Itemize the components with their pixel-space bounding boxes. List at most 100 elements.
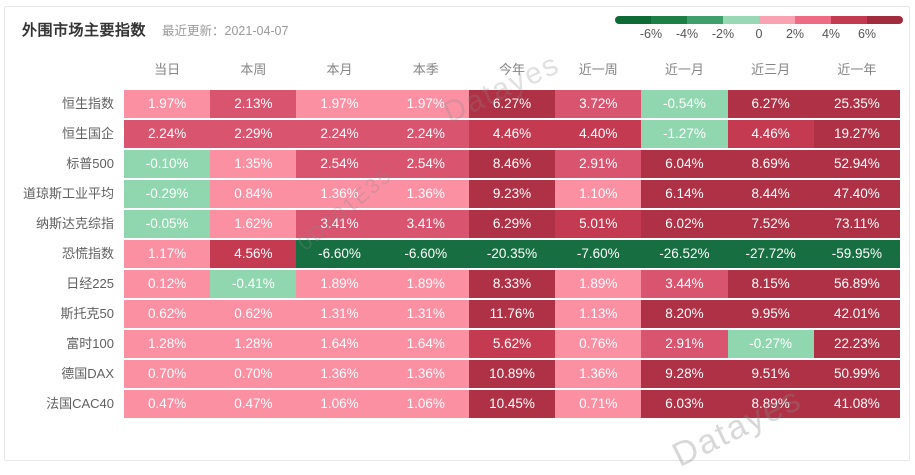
heatmap-cell: 1.64% (382, 330, 469, 358)
heatmap-cell: 8.20% (641, 300, 728, 328)
heatmap-cell: 0.84% (210, 180, 297, 208)
heatmap-cell: 6.03% (641, 390, 728, 418)
heatmap-cell: 0.70% (210, 360, 297, 388)
heatmap-cell: 25.35% (813, 90, 900, 118)
heatmap-cell: 19.27% (813, 120, 900, 148)
heatmap-cell: 0.12% (124, 270, 211, 298)
table-row: 恐慌指数 1.17% 4.56% -6.60% -6.60% -20.35% -7.60% -… (14, 240, 900, 268)
heatmap-cell: 42.01% (813, 300, 900, 328)
heatmap-cell: 1.62% (210, 210, 297, 238)
column-header: 本周 (240, 62, 267, 77)
heatmap-cell: 6.27% (468, 90, 556, 118)
heatmap-cell: 1.36% (296, 360, 383, 388)
last-updated-label: 最近更新：2021-04-07 (162, 24, 289, 38)
heatmap-cell: 11.76% (468, 300, 556, 328)
heatmap-cell: 1.36% (296, 180, 383, 208)
legend-segment (831, 16, 867, 24)
heatmap-cell: 1.31% (382, 300, 469, 328)
legend-segment (867, 16, 903, 24)
row-label: 恒生指数 (61, 96, 114, 111)
heatmap-cell: 2.91% (641, 330, 728, 358)
table-row: 富时100 1.28% 1.28% 1.64% 1.64% 5.62% 0.76% 2.91%… (14, 330, 900, 358)
column-header: 今年 (498, 62, 525, 77)
heatmap-cell: 0.47% (124, 390, 211, 418)
heatmap-cell: 1.28% (124, 330, 211, 358)
heatmap-cell: 8.89% (727, 390, 814, 418)
heatmap-cell: 73.11% (813, 210, 900, 238)
row-label: 日经225 (66, 276, 114, 291)
heatmap-cell: 2.13% (210, 90, 297, 118)
heatmap-cell: 47.40% (813, 180, 900, 208)
heatmap-cell: 4.56% (210, 240, 297, 268)
legend-segment (759, 16, 795, 24)
column-header: 近一周 (578, 62, 618, 77)
heatmap-cell: 9.23% (468, 180, 556, 208)
heatmap-cell: 0.62% (210, 300, 297, 328)
heatmap-cell: 1.97% (382, 90, 469, 118)
heatmap-cell: -7.60% (555, 240, 642, 268)
heatmap-cell: 9.28% (641, 360, 728, 388)
row-label: 法国CAC40 (46, 396, 114, 411)
heatmap-cell: -20.35% (468, 240, 556, 268)
heatmap-cell: 1.17% (124, 240, 211, 268)
legend-tick: -4% (675, 27, 699, 41)
table-row: 恒生指数 1.97% 2.13% 1.97% 1.97% 6.27% 3.72% -0.54%… (14, 90, 900, 118)
column-header: 近一月 (664, 62, 704, 77)
heatmap-cell: 1.64% (296, 330, 383, 358)
heatmap-cell: 1.06% (296, 390, 383, 418)
heatmap-cell: -27.72% (727, 240, 814, 268)
heatmap-cell: 52.94% (813, 150, 900, 178)
heatmap-cell: 5.62% (468, 330, 556, 358)
heatmap-cell: 8.46% (468, 150, 556, 178)
column-header: 当日 (154, 62, 181, 77)
row-label: 斯托克50 (60, 306, 114, 321)
heatmap-cell: 2.24% (382, 120, 469, 148)
heatmap-cell: -0.29% (124, 180, 211, 208)
header-corner-spacer (14, 54, 124, 86)
heatmap-cell: 8.44% (727, 180, 814, 208)
heatmap-cell: 8.15% (727, 270, 814, 298)
heatmap-cell: 0.70% (124, 360, 211, 388)
heatmap-cell: 6.02% (641, 210, 728, 238)
heatmap-cell: 1.31% (296, 300, 383, 328)
heatmap-cell: 6.14% (641, 180, 728, 208)
table-header-row: 当日 本周 本月 本季 今年 近一周 近一月 近三月 近一年 (14, 54, 900, 86)
heatmap-cell: 9.51% (727, 360, 814, 388)
row-label: 德国DAX (61, 366, 114, 381)
heatmap-cell: 2.29% (210, 120, 297, 148)
legend-tick: 2% (785, 27, 805, 41)
heatmap-cell: 1.13% (555, 300, 642, 328)
row-label: 富时100 (66, 336, 114, 351)
heatmap-cell: 1.06% (382, 390, 469, 418)
heatmap-cell: 22.23% (813, 330, 900, 358)
heatmap-cell: -0.41% (210, 270, 297, 298)
table-row: 道琼斯工业平均 -0.29% 0.84% 1.36% 1.36% 9.23% 1.10% 6.… (14, 180, 900, 208)
row-label: 恐慌指数 (61, 246, 114, 261)
heatmap-cell: 1.89% (382, 270, 469, 298)
legend-segment (795, 16, 831, 24)
heatmap-cell: 6.04% (641, 150, 728, 178)
heatmap-cell: 3.44% (641, 270, 728, 298)
table-row: 法国CAC40 0.47% 0.47% 1.06% 1.06% 10.45% 0.71% 6.… (14, 390, 900, 418)
card-inner: 外围市场主要指数 最近更新：2021-04-07 -6% -4% -2% 0 2% 4% 6… (5, 7, 909, 460)
legend-tick: -6% (639, 27, 663, 41)
table-row: 恒生国企 2.24% 2.29% 2.24% 2.24% 4.46% 4.40% -1.27%… (14, 120, 900, 148)
legend-tick: 4% (821, 27, 841, 41)
heatmap-cell: 1.36% (555, 360, 642, 388)
heatmap-cell: 6.27% (727, 90, 814, 118)
heatmap-cell: 4.46% (727, 120, 814, 148)
heatmap-cell: 1.89% (555, 270, 642, 298)
heatmap-cell: -59.95% (813, 240, 900, 268)
legend-segment (615, 16, 651, 24)
column-header: 近三月 (751, 62, 791, 77)
page: { "card": { "title": "外围市场主要指数", "update… (4, 6, 910, 475)
row-label: 恒生国企 (61, 126, 114, 141)
heatmap-cell: 3.41% (296, 210, 383, 238)
legend-tick: -2% (711, 27, 735, 41)
heatmap-cell: -6.60% (296, 240, 383, 268)
legend-segment (723, 16, 759, 24)
heatmap-cell: 8.69% (727, 150, 814, 178)
heatmap-cell: 8.33% (468, 270, 556, 298)
row-label: 道琼斯工业平均 (22, 186, 114, 201)
heatmap-cell: -0.27% (727, 330, 814, 358)
